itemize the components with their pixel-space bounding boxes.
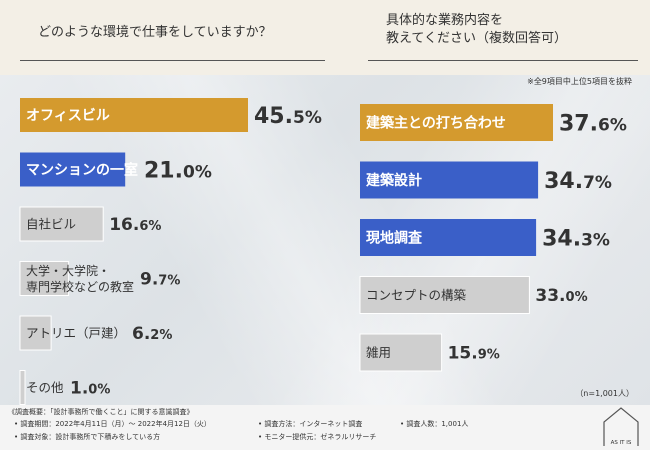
- chart2-category-label: 建築設計: [366, 172, 422, 189]
- chart2-bar-1: [360, 161, 539, 199]
- chart2-bar-3: [359, 276, 530, 314]
- chart1-category-label: オフィスビル: [26, 108, 110, 124]
- note-top: ※全9項目中上位5項目を抜粋: [527, 77, 632, 86]
- question-left-underline: [20, 60, 325, 61]
- logo-text: AS IT IS: [611, 440, 632, 446]
- chart1-value-label: 9.7%: [140, 270, 180, 290]
- survey-method: • 調査方法：インターネット調査: [258, 420, 363, 428]
- sample-size-note: （n=1,001人）: [575, 389, 634, 398]
- question-right-underline: [368, 60, 638, 61]
- survey-target: • 調査対象：設計事務所で下積みをしている方: [14, 433, 161, 441]
- chart1-bar-4: [19, 315, 52, 351]
- chart2-value-label: 34.7%: [544, 169, 612, 194]
- chart1-bar-2: [19, 206, 104, 242]
- chart2-value-label: 34.3%: [542, 226, 610, 251]
- chart1-bar-5: [19, 370, 26, 405]
- chart2-category-label: 雑用: [366, 345, 391, 360]
- chart1-bar-1: [20, 152, 126, 187]
- survey-count: • 調査人数：1,001人: [400, 420, 469, 428]
- question-right-line2: 教えてください（複数回答可）: [386, 31, 567, 46]
- chart1-category-label: 専門学校などの教室: [26, 279, 134, 294]
- chart2-value-label: 33.0%: [535, 286, 587, 306]
- header: どのような環境で仕事をしていますか？ 具体的な業務内容を 教えてください（複数回…: [0, 0, 650, 75]
- chart2-value-label: 37.6%: [559, 111, 627, 136]
- chart2-value-label: 15.9%: [448, 344, 500, 364]
- chart1-category-label: 自社ビル: [26, 217, 76, 232]
- chart1-bar-0: [20, 98, 248, 132]
- chart2-bar-0: [360, 104, 553, 141]
- chart1-value-label: 21.0%: [144, 158, 212, 183]
- chart2-category-label: コンセプトの構築: [366, 288, 467, 303]
- chart1-category-label: 大学・大学院・: [26, 263, 110, 278]
- chart1-value-label: 6.2%: [132, 324, 172, 344]
- as-it-is-logo-icon: AS IT IS: [603, 407, 639, 446]
- chart1-value-label: 16.6%: [109, 215, 161, 235]
- survey-provider: • モニター提供元：ゼネラルリサーチ: [258, 433, 377, 441]
- chart1-category-label: その他: [26, 380, 64, 395]
- question-right-line1: 具体的な業務内容を: [386, 13, 504, 28]
- chart1-value-label: 45.5%: [254, 104, 322, 129]
- question-left: どのような環境で仕事をしていますか？: [38, 25, 272, 40]
- chart2-bar-4: [359, 333, 443, 372]
- chart1-value-label: 1.0%: [70, 379, 110, 399]
- chart1-category-label: マンションの一室: [26, 162, 138, 179]
- survey-overview: 《調査概要：「設計事務所で働くこと」に関する意識調査》: [8, 408, 194, 416]
- survey-period: • 調査期間：2022年4月11日（月）～ 2022年4月12日（火）: [14, 420, 211, 428]
- chart2-category-label: 現地調査: [366, 230, 423, 247]
- chart2-bar-2: [360, 219, 537, 256]
- chart2-category-label: 建築主との打ち合わせ: [366, 115, 506, 132]
- chart1-category-label: アトリエ（戸建）: [26, 326, 126, 341]
- chart1-bar-3: [19, 261, 70, 296]
- footer: 《調査概要：「設計事務所で働くこと」に関する意識調査》 • 調査期間：2022年…: [0, 405, 650, 450]
